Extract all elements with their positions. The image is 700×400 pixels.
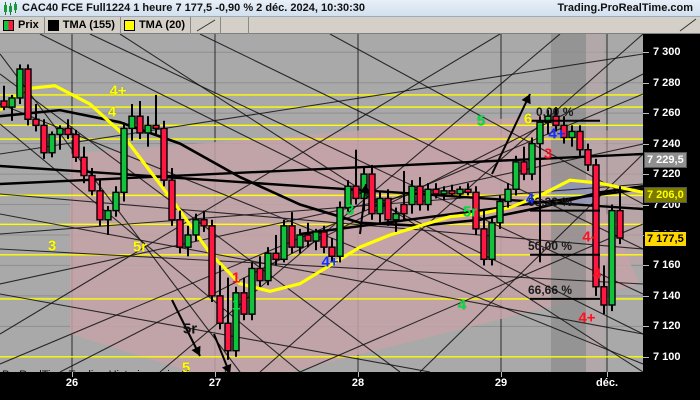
price-badge[interactable]: 7 206,0: [644, 187, 687, 204]
tma20-swatch-icon: [123, 19, 135, 31]
time-tick-label: 26: [65, 377, 79, 389]
wave-label-1: 1: [231, 269, 241, 287]
price-tick: [643, 113, 649, 115]
wave-label-4plus: 4+: [109, 82, 127, 100]
wave-label-4: 4: [457, 296, 467, 314]
price-tick: [643, 356, 649, 358]
wave-label-4: 4: [107, 103, 117, 121]
fib-level-label: 66,66 %: [528, 282, 573, 297]
price-tick-label: 7 280: [653, 76, 681, 89]
price-tick: [643, 295, 649, 297]
wave-label-4: 4: [592, 265, 602, 283]
legend-label-prix: Prix: [18, 19, 39, 31]
chart-plot-area[interactable]: 0,00 %33,33 %50,00 %66,66 %4+435r115r523…: [0, 34, 643, 372]
time-tick-label: déc.: [595, 377, 619, 389]
time-tick: [72, 372, 73, 377]
time-axis[interactable]: 26 27 28 29 déc.: [0, 372, 643, 400]
legend-item-tma20[interactable]: TMA (20): [121, 16, 191, 34]
price-tick-label: 7 300: [653, 46, 681, 59]
wave-label-5r: 5r: [462, 203, 478, 221]
wave-label-3: 3: [47, 237, 57, 255]
wave-label-6: 6: [523, 110, 533, 128]
wave-label-3: 3: [543, 145, 553, 163]
legend-label-tma20: TMA (20): [138, 19, 185, 31]
candlestick-icon: [3, 1, 19, 15]
watermark-label: ProRealTime Trading Historique ajusté au…: [2, 369, 256, 372]
time-tick-label: 28: [351, 377, 365, 389]
legend-right-icon[interactable]: [678, 17, 700, 34]
legend-item-prix[interactable]: Prix: [0, 16, 45, 34]
time-tick: [501, 372, 502, 377]
price-swatch-icon: [3, 19, 14, 31]
wave-label-4plus: 4+: [578, 309, 596, 327]
price-badge[interactable]: 7 229,5: [644, 151, 687, 168]
price-tick: [643, 82, 649, 84]
legend-extra-slot[interactable]: [221, 16, 249, 34]
time-tick-label: 29: [494, 377, 508, 389]
window-title: CAC40 FCE Full1224 1 heure 7 177,5 -0,90…: [22, 2, 366, 14]
wave-label-4plus: 4+: [548, 125, 566, 143]
chart-canvas: [0, 34, 643, 372]
brand-label: Trading.ProRealTime.com: [557, 2, 693, 14]
price-tick-label: 7 120: [653, 320, 681, 333]
price-tick-label: 7 160: [653, 259, 681, 272]
price-tick: [643, 52, 649, 54]
price-tick-label: 7 240: [653, 137, 681, 150]
wave-label-4minus: 4-: [582, 228, 596, 246]
wave-label-3: 3: [345, 201, 355, 219]
fib-level-label: 33,33 %: [528, 194, 573, 209]
price-tick: [643, 204, 649, 206]
wave-label-1: 1: [231, 296, 241, 314]
price-tick-label: 7 220: [653, 168, 681, 181]
wave-label-5r: 5r: [182, 320, 198, 338]
wave-label-5: 5: [476, 112, 486, 130]
wave-label-5: 5: [181, 359, 191, 373]
fib-level-label: 50,00 %: [528, 238, 573, 253]
time-tick-label: 27: [208, 377, 222, 389]
wave-label-4: 4: [525, 190, 535, 208]
price-tick: [643, 326, 649, 328]
wave-label-5r: 5r: [132, 238, 148, 256]
time-tick: [215, 372, 216, 377]
price-tick: [643, 265, 649, 267]
price-tick: [643, 143, 649, 145]
price-tick-label: 7 260: [653, 107, 681, 120]
chart-legend-bar: Prix TMA (155) TMA (20): [0, 16, 700, 34]
fib-level-label: 0,00 %: [536, 104, 574, 119]
tma155-swatch-icon: [47, 19, 59, 31]
price-tick-label: 7 100: [653, 350, 681, 363]
legend-trendline-icon[interactable]: [191, 16, 221, 34]
price-tick: [643, 174, 649, 176]
wave-label-4plus: 4+: [321, 253, 339, 271]
legend-item-tma155[interactable]: TMA (155): [45, 16, 121, 34]
time-tick: [607, 372, 608, 377]
window-titlebar: CAC40 FCE Full1224 1 heure 7 177,5 -0,90…: [0, 0, 700, 17]
price-badge[interactable]: 7 177,5: [644, 230, 687, 247]
time-tick: [358, 372, 359, 377]
legend-filler: [249, 17, 678, 34]
price-tick-label: 7 140: [653, 289, 681, 302]
legend-label-tma155: TMA (155): [62, 19, 115, 31]
